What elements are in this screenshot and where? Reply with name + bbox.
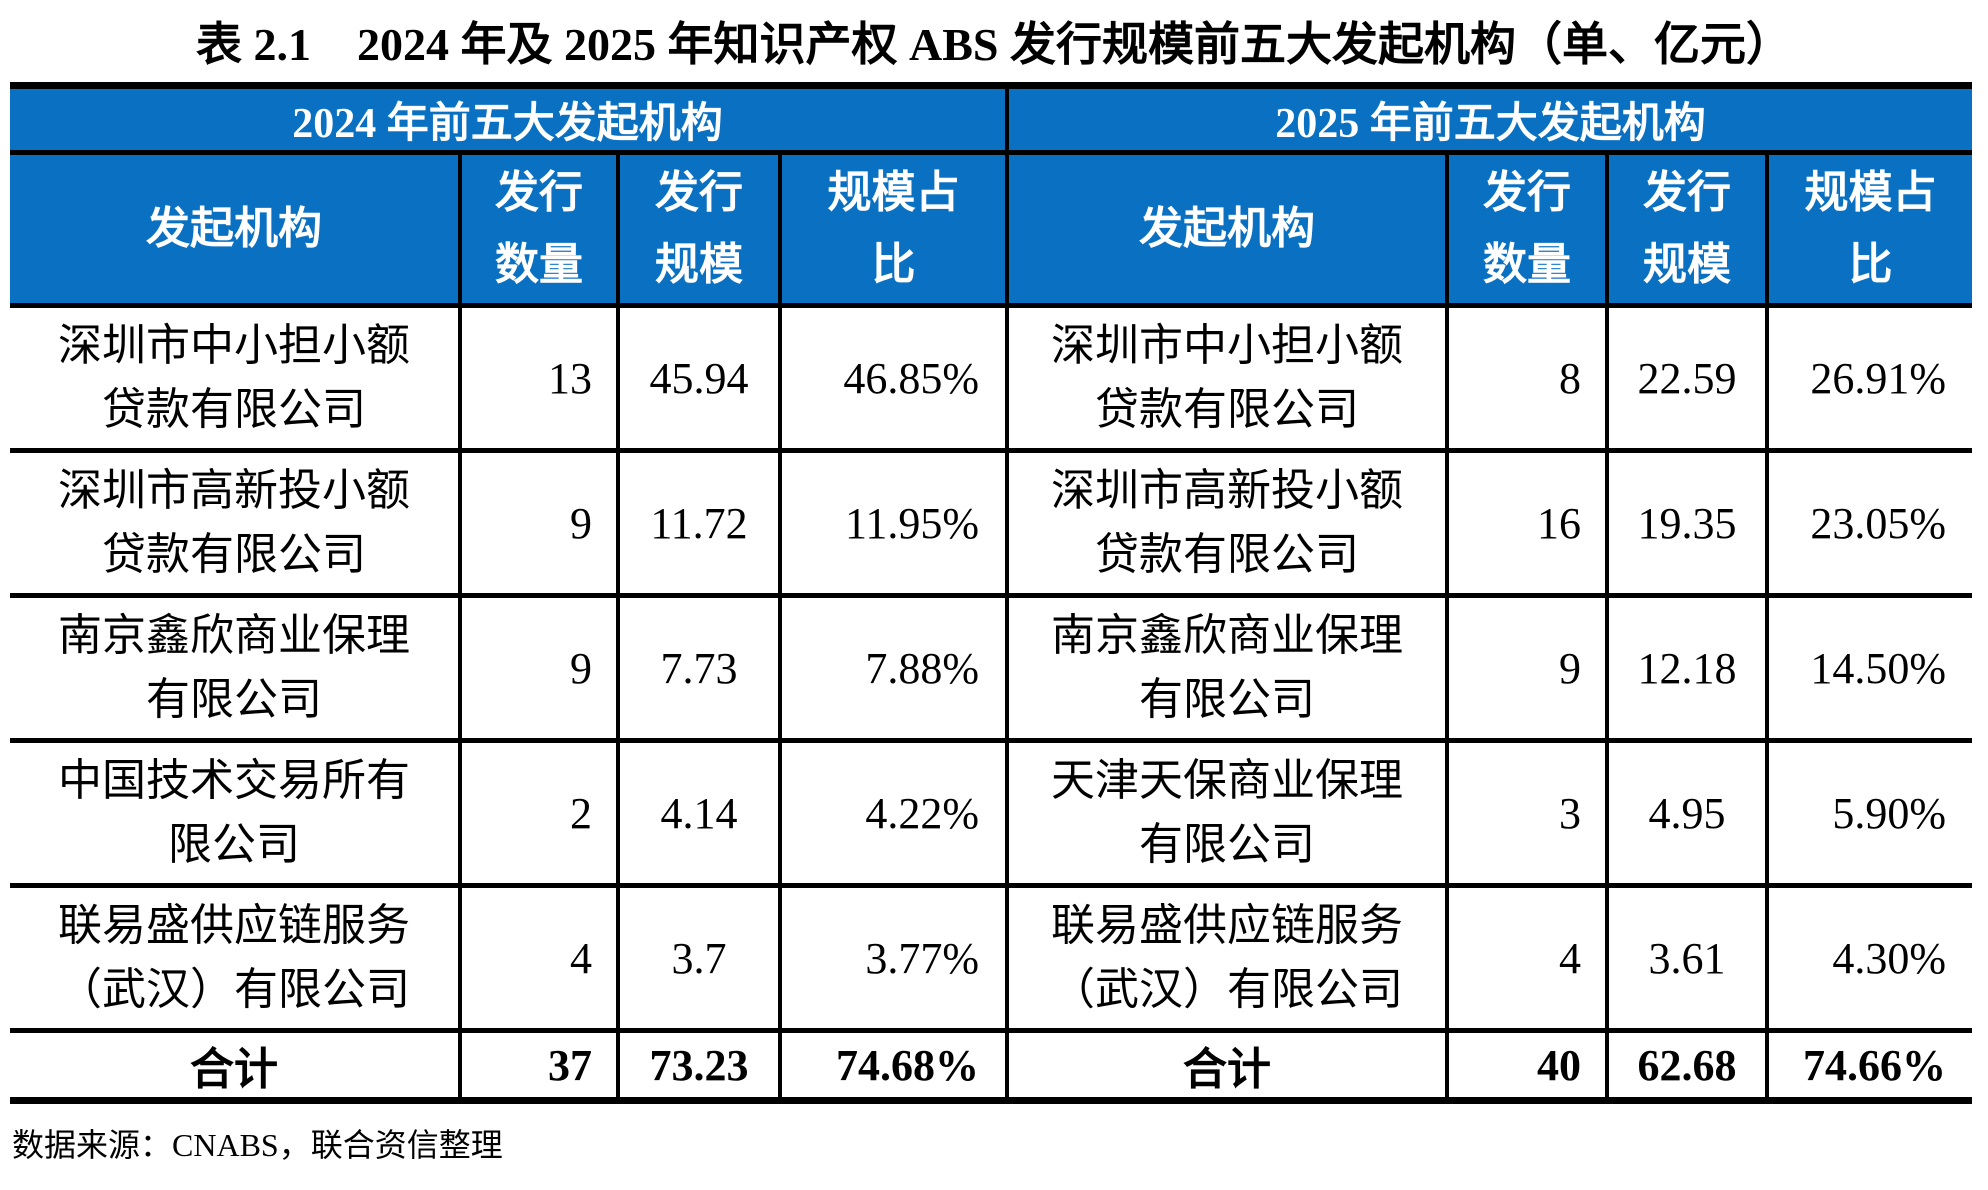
- total-label-cell: 合计: [1005, 1028, 1450, 1103]
- col-header-share-2025: 规模占 比: [1765, 150, 1973, 308]
- ip-abs-originators-table: 2024 年前五大发起机构 2025 年前五大发起机构 发起机构 发行 数量 发…: [10, 82, 1973, 1104]
- share-cell: 5.90%: [1765, 738, 1973, 888]
- table-row-1: 深圳市中小担小额 贷款有限公司 13 45.94 46.85% 深圳市中小担小额…: [10, 303, 1973, 453]
- org-cell: 南京鑫欣商业保理 有限公司: [1005, 593, 1450, 743]
- org-cell: 联易盛供应链服务 （武汉）有限公司: [10, 883, 462, 1033]
- count-cell: 9: [458, 593, 620, 743]
- scale-cell: 45.94: [616, 303, 782, 453]
- column-header-row: 发起机构 发行 数量 发行 规模 规模占 比 发起机构 发行 数量 发行 规模 …: [10, 150, 1973, 308]
- col-header-org-2025: 发起机构: [1005, 150, 1450, 308]
- share-cell: 4.22%: [777, 738, 1010, 888]
- share-cell: 4.30%: [1765, 883, 1973, 1033]
- org-cell: 深圳市中小担小额 贷款有限公司: [10, 303, 462, 453]
- org-cell: 深圳市高新投小额 贷款有限公司: [10, 448, 462, 598]
- total-share-cell: 74.66%: [1765, 1028, 1973, 1103]
- total-label-cell: 合计: [10, 1028, 462, 1103]
- share-cell: 23.05%: [1765, 448, 1973, 598]
- count-cell: 16: [1445, 448, 1610, 598]
- col-header-org-2024: 发起机构: [10, 150, 462, 308]
- org-cell: 天津天保商业保理 有限公司: [1005, 738, 1450, 888]
- org-cell: 中国技术交易所有 限公司: [10, 738, 462, 888]
- count-cell: 4: [458, 883, 620, 1033]
- table-title: 表 2.1 2024 年及 2025 年知识产权 ABS 发行规模前五大发起机构…: [196, 19, 1792, 70]
- col-header-count-2024: 发行 数量: [458, 150, 620, 308]
- total-row: 合计 37 73.23 74.68% 合计 40 62.68 74.66%: [10, 1028, 1973, 1103]
- scale-cell: 12.18: [1605, 593, 1770, 743]
- source-note: 数据来源：CNABS，联合资信整理: [12, 1127, 503, 1163]
- total-share-cell: 74.68%: [777, 1028, 1010, 1103]
- count-cell: 9: [1445, 593, 1610, 743]
- share-cell: 46.85%: [777, 303, 1010, 453]
- col-header-count-2025: 发行 数量: [1445, 150, 1610, 308]
- col-header-scale-2025: 发行 规模: [1605, 150, 1770, 308]
- col-header-share-2024: 规模占 比: [777, 150, 1010, 308]
- total-scale-cell: 73.23: [616, 1028, 782, 1103]
- scale-cell: 4.95: [1605, 738, 1770, 888]
- scale-cell: 22.59: [1605, 303, 1770, 453]
- org-cell: 南京鑫欣商业保理 有限公司: [10, 593, 462, 743]
- count-cell: 13: [458, 303, 620, 453]
- count-cell: 8: [1445, 303, 1610, 453]
- total-scale-cell: 62.68: [1605, 1028, 1770, 1103]
- year-header-row: 2024 年前五大发起机构 2025 年前五大发起机构: [10, 83, 1973, 155]
- year-header-2024: 2024 年前五大发起机构: [10, 83, 1010, 155]
- scale-cell: 4.14: [616, 738, 782, 888]
- table-row-3: 南京鑫欣商业保理 有限公司 9 7.73 7.88% 南京鑫欣商业保理 有限公司…: [10, 593, 1973, 743]
- total-count-cell: 40: [1445, 1028, 1610, 1103]
- share-cell: 7.88%: [777, 593, 1010, 743]
- year-header-2025: 2025 年前五大发起机构: [1005, 83, 1973, 155]
- scale-cell: 19.35: [1605, 448, 1770, 598]
- org-cell: 深圳市中小担小额 贷款有限公司: [1005, 303, 1450, 453]
- total-count-cell: 37: [458, 1028, 620, 1103]
- scale-cell: 7.73: [616, 593, 782, 743]
- share-cell: 26.91%: [1765, 303, 1973, 453]
- count-cell: 2: [458, 738, 620, 888]
- org-cell: 联易盛供应链服务 （武汉）有限公司: [1005, 883, 1450, 1033]
- scale-cell: 3.7: [616, 883, 782, 1033]
- table-row-2: 深圳市高新投小额 贷款有限公司 9 11.72 11.95% 深圳市高新投小额 …: [10, 448, 1973, 598]
- share-cell: 11.95%: [777, 448, 1010, 598]
- count-cell: 9: [458, 448, 620, 598]
- scale-cell: 11.72: [616, 448, 782, 598]
- count-cell: 3: [1445, 738, 1610, 888]
- table-row-5: 联易盛供应链服务 （武汉）有限公司 4 3.7 3.77% 联易盛供应链服务 （…: [10, 883, 1973, 1033]
- org-cell: 深圳市高新投小额 贷款有限公司: [1005, 448, 1450, 598]
- share-cell: 3.77%: [777, 883, 1010, 1033]
- table-row-4: 中国技术交易所有 限公司 2 4.14 4.22% 天津天保商业保理 有限公司 …: [10, 738, 1973, 888]
- share-cell: 14.50%: [1765, 593, 1973, 743]
- scale-cell: 3.61: [1605, 883, 1770, 1033]
- count-cell: 4: [1445, 883, 1610, 1033]
- col-header-scale-2024: 发行 规模: [616, 150, 782, 308]
